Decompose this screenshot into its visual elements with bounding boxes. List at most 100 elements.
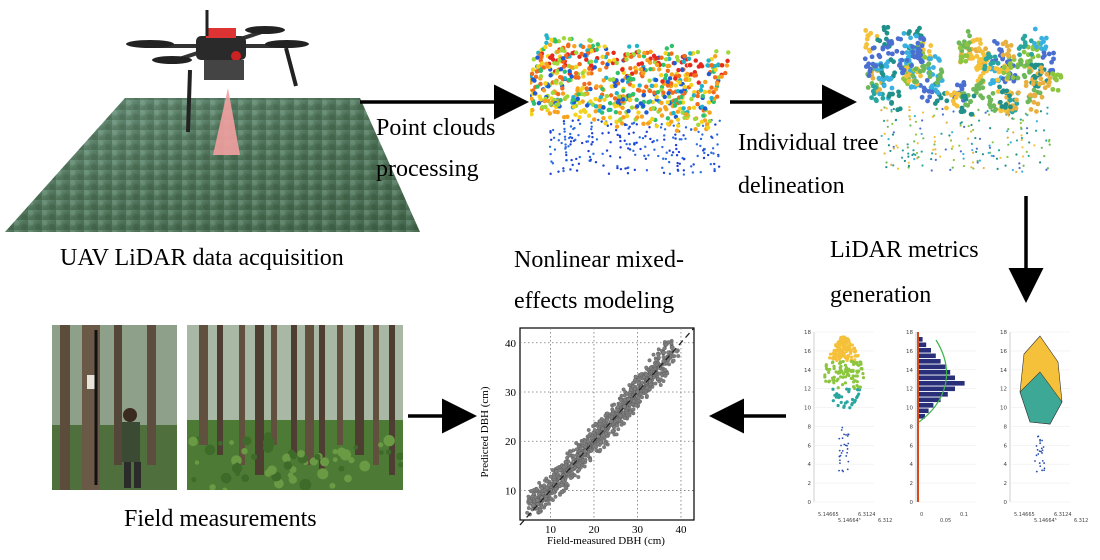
crown-point (850, 355, 854, 359)
scatter-point (621, 387, 626, 392)
field-measurements-label: Field measurements (124, 506, 317, 532)
crown-point (851, 385, 856, 389)
crown-point (833, 354, 837, 358)
crown-point (851, 380, 856, 384)
scatter-point (628, 410, 633, 415)
metric-ytick-label: 12 (1000, 387, 1007, 393)
scatter-point (539, 504, 544, 509)
scatter-point (647, 358, 652, 363)
crown-point (839, 400, 843, 405)
crown-point (839, 364, 843, 368)
stem-point (1035, 454, 1038, 457)
scatter-point (543, 502, 548, 507)
stem-point (1039, 442, 1042, 445)
scatter-point (547, 483, 551, 488)
scatter-point (636, 395, 641, 400)
scatter-point (553, 494, 558, 499)
scatter-ytick-label: 10 (505, 485, 517, 497)
crown-point (838, 361, 842, 365)
scatter-point (563, 460, 568, 465)
scatter-point (570, 471, 574, 475)
scatter-point (663, 367, 668, 372)
scatter-point (582, 464, 587, 469)
scatter-point (662, 346, 667, 351)
stem-point (1041, 439, 1044, 442)
scatter-point (622, 416, 627, 421)
histogram-bar (919, 370, 951, 375)
histogram-bar (919, 337, 923, 342)
scatter-xtick-label: 40 (675, 524, 687, 536)
stem-point (838, 459, 841, 462)
stem-point (847, 433, 850, 436)
scatter-point (548, 496, 553, 501)
metric-ytick-label: 16 (1000, 349, 1007, 355)
scatter-point (636, 380, 641, 385)
metric-ytick-label: 6 (808, 443, 812, 449)
crown-point (833, 393, 837, 397)
crown-point (845, 346, 849, 350)
crown-point (831, 378, 835, 382)
metric-xtick-label: 6.31238 (878, 518, 892, 524)
one-to-one-line (519, 327, 695, 526)
scatter-point (604, 418, 609, 423)
crown-point (854, 374, 858, 378)
histogram-bar (919, 359, 941, 364)
scatter-point (633, 386, 638, 391)
scatter-point (615, 423, 620, 428)
scatter-point (598, 447, 603, 452)
histogram-bar (919, 342, 927, 348)
stem-point (843, 443, 846, 446)
crown-point (830, 361, 835, 365)
scatter-point (538, 507, 543, 512)
nlme-label-line2: effects modeling (514, 288, 675, 314)
crown-point (859, 367, 863, 371)
histogram-bar (919, 381, 965, 386)
crown-point (827, 379, 832, 383)
crown-point (847, 390, 851, 394)
stem-point (1040, 450, 1042, 453)
crown-point (838, 342, 842, 346)
crown-point (856, 388, 860, 392)
metric-ytick-label: 4 (808, 462, 812, 468)
scatter-point (545, 479, 549, 484)
metric-xtick-label: 5.14665 (818, 512, 839, 518)
metric-panel-height-histogram: 0 2 4 6 8 10 12 14 16 18 0 0.05 0.1 (894, 312, 990, 544)
metric-ytick-label: 8 (910, 424, 914, 430)
metric-ytick-label: 12 (906, 387, 913, 393)
stem-point (841, 437, 844, 440)
metric-ytick-label: 6 (910, 443, 914, 449)
metric-ytick-label: 10 (1000, 406, 1007, 412)
crown-point (838, 368, 843, 372)
crown-point (851, 369, 855, 373)
scatter-point (528, 499, 533, 504)
crown-point (831, 356, 835, 360)
scatter-ylabel: Predicted DBH (cm) (479, 386, 491, 477)
scatter-point (654, 358, 659, 363)
point-cloud-image (530, 20, 740, 190)
stem-point (838, 437, 841, 440)
metric-ytick-label: 6 (1004, 443, 1008, 449)
crown-point (832, 381, 836, 385)
stem-point (846, 435, 849, 437)
nlme-label-line1: Nonlinear mixed- (514, 247, 684, 273)
crown-point (844, 375, 848, 379)
crown-point (836, 371, 840, 375)
scatter-point (577, 463, 581, 468)
scatter-point (671, 358, 676, 363)
lidar-metrics-label-line2: generation (830, 282, 932, 308)
stem-point (1038, 462, 1041, 464)
crown-point (848, 351, 852, 355)
scatter-point (576, 475, 581, 479)
scatter-xlabel: Field-measured DBH (cm) (547, 535, 665, 547)
scatter-point (656, 376, 661, 381)
crown-point (848, 406, 852, 410)
crown-point (858, 360, 862, 364)
crown-point (832, 375, 836, 379)
stem-point (1038, 450, 1041, 453)
metric-xtick-label: 6.3124 (858, 512, 876, 518)
crown-point (838, 350, 842, 354)
scatter-point (574, 441, 579, 446)
scatter-point (642, 375, 646, 379)
scatter-ytick-label: 20 (505, 436, 517, 448)
scatter-xtick-label: 20 (588, 524, 600, 536)
